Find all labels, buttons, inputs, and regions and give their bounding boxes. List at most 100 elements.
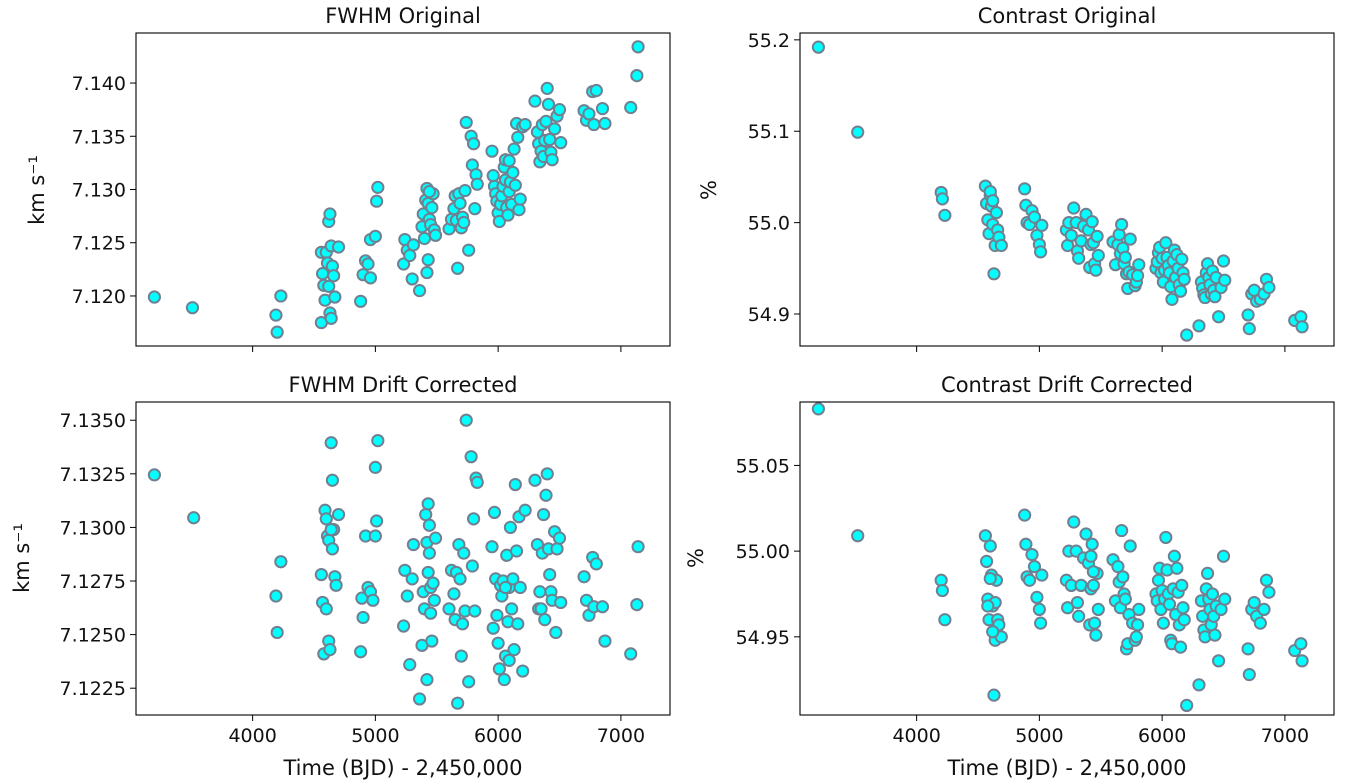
plot-frame	[135, 32, 671, 347]
data-point	[983, 571, 997, 586]
data-point	[1173, 284, 1188, 298]
data-point	[994, 238, 1008, 253]
data-point	[453, 572, 467, 586]
data-point	[457, 215, 471, 230]
data-point	[403, 248, 417, 263]
data-point	[498, 580, 513, 595]
data-point	[1072, 609, 1086, 623]
data-point	[324, 436, 338, 450]
data-point	[938, 613, 952, 627]
data-point	[507, 643, 521, 657]
data-point	[598, 634, 612, 648]
data-point	[543, 567, 557, 582]
data-point	[533, 585, 547, 599]
data-point	[1253, 616, 1267, 630]
data-point	[406, 238, 421, 252]
data-point	[506, 572, 520, 586]
x-tick-label: 6000	[1138, 725, 1186, 747]
data-point	[1072, 251, 1086, 265]
y-tick-label: 54.95	[736, 627, 790, 649]
data-point	[354, 294, 368, 308]
data-point	[400, 589, 414, 603]
data-point	[1216, 254, 1231, 268]
data-point	[516, 664, 530, 678]
data-point	[1212, 654, 1226, 668]
x-tick-label: 6000	[474, 725, 522, 747]
data-point	[324, 522, 338, 537]
y-tick-label: 7.1225	[60, 678, 126, 700]
data-point	[1162, 597, 1177, 611]
data-point	[631, 40, 645, 54]
data-point	[325, 473, 340, 487]
data-point	[811, 402, 826, 416]
y-tick-label: 55.0	[748, 213, 790, 235]
data-point	[329, 578, 343, 592]
data-point	[1218, 273, 1232, 287]
x-tick-label: 5000	[351, 725, 399, 747]
data-point	[1019, 537, 1033, 551]
data-point	[459, 413, 473, 427]
data-point	[1018, 508, 1032, 522]
y-tick-label: 7.120	[72, 286, 126, 308]
data-point	[513, 192, 527, 206]
data-point	[442, 602, 456, 616]
data-point	[1241, 642, 1255, 656]
data-point	[851, 125, 865, 139]
x-tick-label: 4000	[892, 725, 940, 747]
data-point	[1070, 595, 1085, 610]
data-point	[507, 142, 521, 156]
data-point	[422, 185, 436, 199]
data-point	[1218, 592, 1232, 606]
data-point	[274, 289, 288, 303]
y-tick-label: 7.1350	[60, 410, 126, 432]
data-point	[1262, 585, 1276, 599]
panel-title: FWHM Drift Corrected	[289, 373, 518, 397]
y-axis-label: km s⁻¹	[10, 523, 34, 593]
data-point	[417, 231, 432, 246]
y-tick-label: 55.00	[736, 541, 790, 563]
data-point	[331, 240, 346, 254]
panel-title: Contrast Original	[978, 4, 1157, 28]
data-point	[490, 608, 504, 622]
data-point	[1067, 201, 1081, 215]
y-tick-label: 7.130	[72, 180, 126, 202]
data-point	[269, 308, 283, 322]
data-point	[1027, 559, 1042, 574]
data-point	[486, 169, 500, 183]
data-point	[1257, 602, 1271, 617]
data-point	[1085, 215, 1099, 229]
data-point	[327, 269, 341, 283]
data-point	[538, 613, 552, 627]
data-point	[1212, 310, 1226, 324]
data-point	[1123, 232, 1137, 246]
data-point	[458, 183, 472, 198]
x-axis-label: Time (BJD) - 2,450,000	[946, 756, 1186, 780]
data-point	[624, 100, 638, 115]
data-point	[468, 604, 482, 618]
data-point	[518, 117, 532, 132]
data-point	[548, 122, 562, 136]
data-point	[550, 542, 564, 556]
data-point	[1295, 320, 1309, 334]
data-point	[1242, 667, 1256, 682]
y-tick-label: 7.1325	[60, 464, 126, 486]
data-point	[405, 572, 419, 586]
data-point	[328, 290, 342, 304]
data-point	[502, 653, 516, 667]
data-point	[539, 488, 553, 502]
data-point	[589, 557, 603, 571]
panel-2: FWHM Drift Corrected 4000 5000 6000 7000 7.12…	[10, 373, 671, 780]
data-point	[978, 529, 992, 543]
data-point	[1262, 280, 1276, 295]
data-point	[518, 503, 532, 517]
data-point	[1025, 547, 1039, 562]
panel-title: Contrast Drift Corrected	[941, 373, 1193, 397]
data-point	[185, 301, 200, 315]
data-point	[427, 593, 441, 607]
data-point	[851, 529, 865, 543]
data-point	[577, 570, 591, 584]
data-point	[363, 271, 378, 285]
data-point	[528, 473, 542, 487]
data-point	[554, 136, 568, 150]
data-point	[506, 165, 520, 180]
